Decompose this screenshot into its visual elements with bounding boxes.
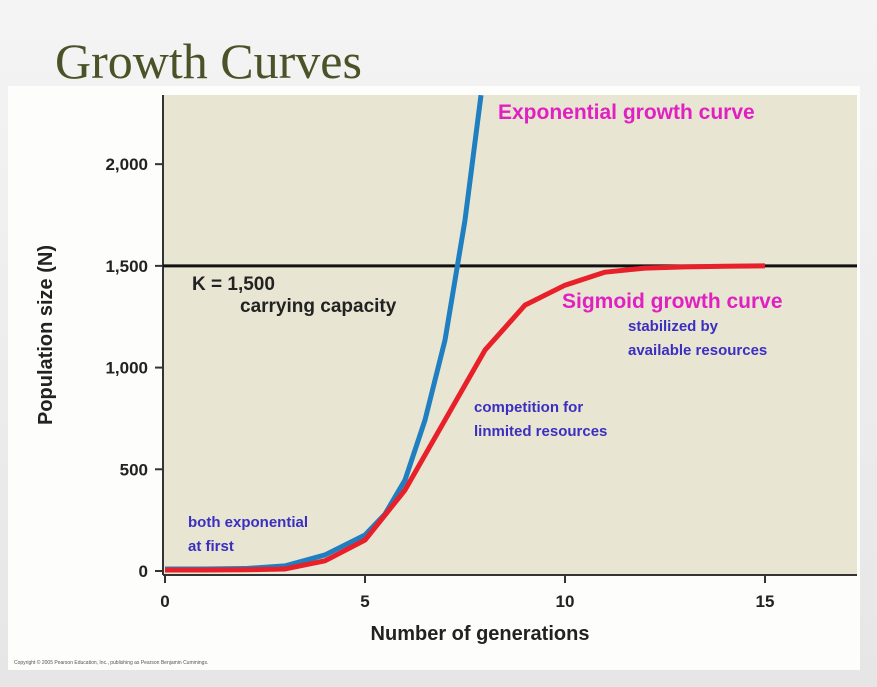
annotation: linmited resources	[474, 423, 607, 440]
series-label: Sigmoid growth curve	[562, 290, 783, 313]
copyright: Copyright © 2005 Pearson Education, Inc.…	[14, 659, 208, 666]
y-axis-label: Population size (N)	[35, 245, 57, 425]
annotation: stabilized by	[628, 318, 719, 335]
x-tick-label: 5	[360, 592, 369, 611]
annotation: at first	[188, 538, 234, 555]
y-tick-label: 0	[139, 562, 148, 581]
carrying-capacity-label: K = 1,500	[192, 274, 275, 295]
series-label: Exponential growth curve	[498, 101, 755, 124]
annotation: available resources	[628, 342, 767, 359]
annotation: both exponential	[188, 514, 308, 531]
x-tick-label: 15	[756, 592, 775, 611]
x-axis-label: Number of generations	[371, 623, 590, 645]
y-tick-label: 500	[120, 460, 148, 479]
x-tick-label: 10	[556, 592, 575, 611]
annotation: competition for	[474, 399, 583, 416]
growth-curve	[165, 263, 766, 573]
y-tick-label: 2,000	[105, 155, 148, 174]
carrying-capacity-sublabel: carrying capacity	[240, 296, 397, 317]
y-tick-label: 1,500	[105, 257, 148, 276]
x-tick-label: 0	[160, 592, 169, 611]
y-tick-label: 1,000	[105, 359, 148, 378]
plot-area	[163, 95, 857, 575]
chart-title: Growth Curves	[55, 33, 362, 89]
